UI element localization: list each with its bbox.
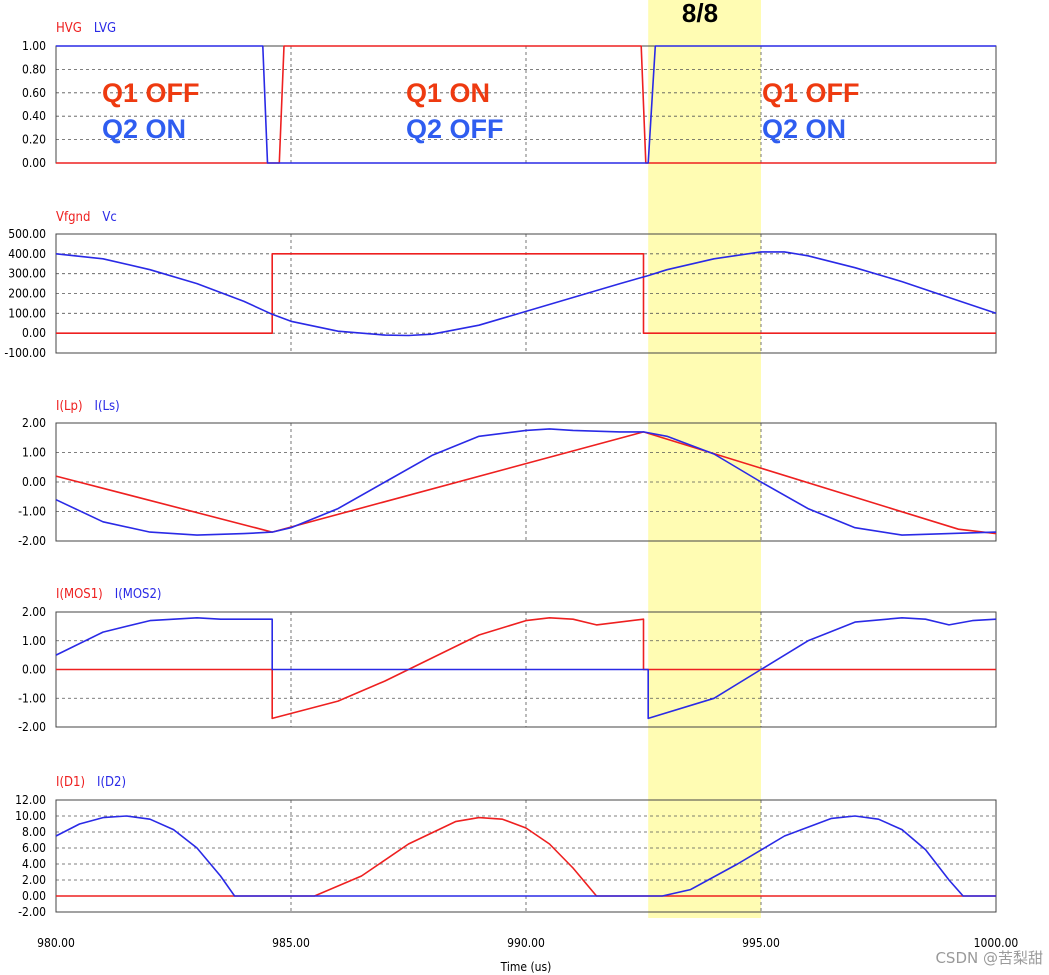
panel-2: 500.00 400.00 300.00 200.00 100.00 0.00 -100.0… <box>4 210 997 360</box>
highlight-band <box>648 0 761 918</box>
y-tick-label: 1.00 <box>22 634 46 648</box>
legend-entry: HVG <box>56 21 82 36</box>
y-tick-label: 0.20 <box>22 133 46 147</box>
y-tick-label: 0.00 <box>22 326 46 340</box>
series-line-HVG <box>56 45 996 164</box>
legend: HVG LVG <box>56 21 116 36</box>
series-line-I(D2) <box>55 815 996 897</box>
y-tick-label: 1.00 <box>22 39 46 53</box>
state-label-q2: Q2 OFF <box>406 114 504 144</box>
state-label-q1: Q1 OFF <box>762 78 860 108</box>
y-tick-label: 500.00 <box>8 227 46 241</box>
state-label-q1: Q1 ON <box>406 78 490 108</box>
y-tick-label: 4.00 <box>22 857 46 871</box>
y-tick-label: 10.00 <box>15 809 46 823</box>
plot-frame <box>55 799 997 913</box>
y-tick-label: 0.00 <box>22 156 46 170</box>
y-tick-label: -2.00 <box>18 720 46 734</box>
y-tick-label: 1.00 <box>22 446 46 460</box>
y-tick-label: 2.00 <box>22 416 46 430</box>
panel-1: 1.00 0.80 0.60 0.40 0.20 0.00 HVG LVG Q1 OFF Q2 O… <box>22 21 997 170</box>
y-tick-label: 200.00 <box>8 287 46 301</box>
series-line-LVG <box>56 45 996 164</box>
y-tick-label: -1.00 <box>18 505 46 519</box>
y-tick-label: 0.40 <box>22 109 46 123</box>
x-tick-label: 990.00 <box>507 936 545 950</box>
x-tick-label: 985.00 <box>272 936 310 950</box>
plot-frame <box>55 233 997 354</box>
y-tick-label: 8.00 <box>22 825 46 839</box>
legend-entry: I(MOS1) <box>56 587 103 602</box>
y-tick-label: -2.00 <box>18 905 46 919</box>
x-axis-label: Time (us) <box>500 960 552 974</box>
legend-entry: LVG <box>94 21 116 36</box>
y-tick-label: 2.00 <box>22 605 46 619</box>
legend-entry: Vc <box>102 210 116 225</box>
legend-entry: I(MOS2) <box>115 587 162 602</box>
series-line-Vfgnd <box>56 253 996 335</box>
y-tick-label: 400.00 <box>8 247 46 261</box>
y-tick-label: 0.80 <box>22 62 46 76</box>
legend: Vfgnd Vc <box>56 210 117 225</box>
y-tick-label: 6.00 <box>22 841 46 855</box>
plot-frame <box>55 422 997 542</box>
panel-4: 2.00 1.00 0.00 -1.00 -2.00 I(MOS1) I(MOS2) <box>18 587 997 734</box>
legend-entry: I(Ls) <box>95 399 120 414</box>
watermark: CSDN @苦梨甜 <box>935 949 1043 967</box>
series-line-I(Ls) <box>55 428 997 536</box>
header-label: 8/8 <box>682 0 718 28</box>
legend-entry: I(Lp) <box>56 399 83 414</box>
x-tick-label: 980.00 <box>37 936 75 950</box>
series-line-Vc <box>55 251 997 337</box>
state-label-q2: Q2 ON <box>102 114 186 144</box>
state-label-q2: Q2 ON <box>762 114 846 144</box>
plot-panels: 1.00 0.80 0.60 0.40 0.20 0.00 HVG LVG Q1 OFF Q2 O… <box>4 21 997 919</box>
y-tick-label: -100.00 <box>4 346 46 360</box>
y-tick-label: 0.60 <box>22 86 46 100</box>
panel-3: 2.00 1.00 0.00 -1.00 -2.00 I(Lp) I(Ls) <box>18 399 997 548</box>
x-axis-ticks: 980.00 985.00 990.00 995.00 1000.00 <box>37 936 1018 950</box>
legend: I(D1) I(D2) <box>56 775 126 790</box>
panel-5: 12.00 10.00 8.00 6.00 4.00 2.00 0.00 -2.00 I(D1)… <box>15 775 997 919</box>
y-tick-label: 0.00 <box>22 889 46 903</box>
legend-entry: I(D1) <box>56 775 85 790</box>
series-line-I(MOS2) <box>55 616 997 720</box>
y-tick-label: 2.00 <box>22 873 46 887</box>
x-tick-label: 1000.00 <box>974 936 1019 950</box>
x-tick-label: 995.00 <box>742 936 780 950</box>
state-label-q1: Q1 OFF <box>102 78 200 108</box>
y-tick-label: 0.00 <box>22 663 46 677</box>
legend: I(Lp) I(Ls) <box>56 399 120 414</box>
y-tick-label: -1.00 <box>18 691 46 705</box>
y-tick-label: 0.00 <box>22 475 46 489</box>
y-tick-label: 300.00 <box>8 267 46 281</box>
legend-entry: I(D2) <box>97 775 126 790</box>
legend-entry: Vfgnd <box>56 210 90 225</box>
y-tick-label: 12.00 <box>15 793 46 807</box>
series-line-I(MOS1) <box>56 616 996 720</box>
y-tick-label: -2.00 <box>18 534 46 548</box>
legend: I(MOS1) I(MOS2) <box>56 587 162 602</box>
y-tick-label: 100.00 <box>8 306 46 320</box>
